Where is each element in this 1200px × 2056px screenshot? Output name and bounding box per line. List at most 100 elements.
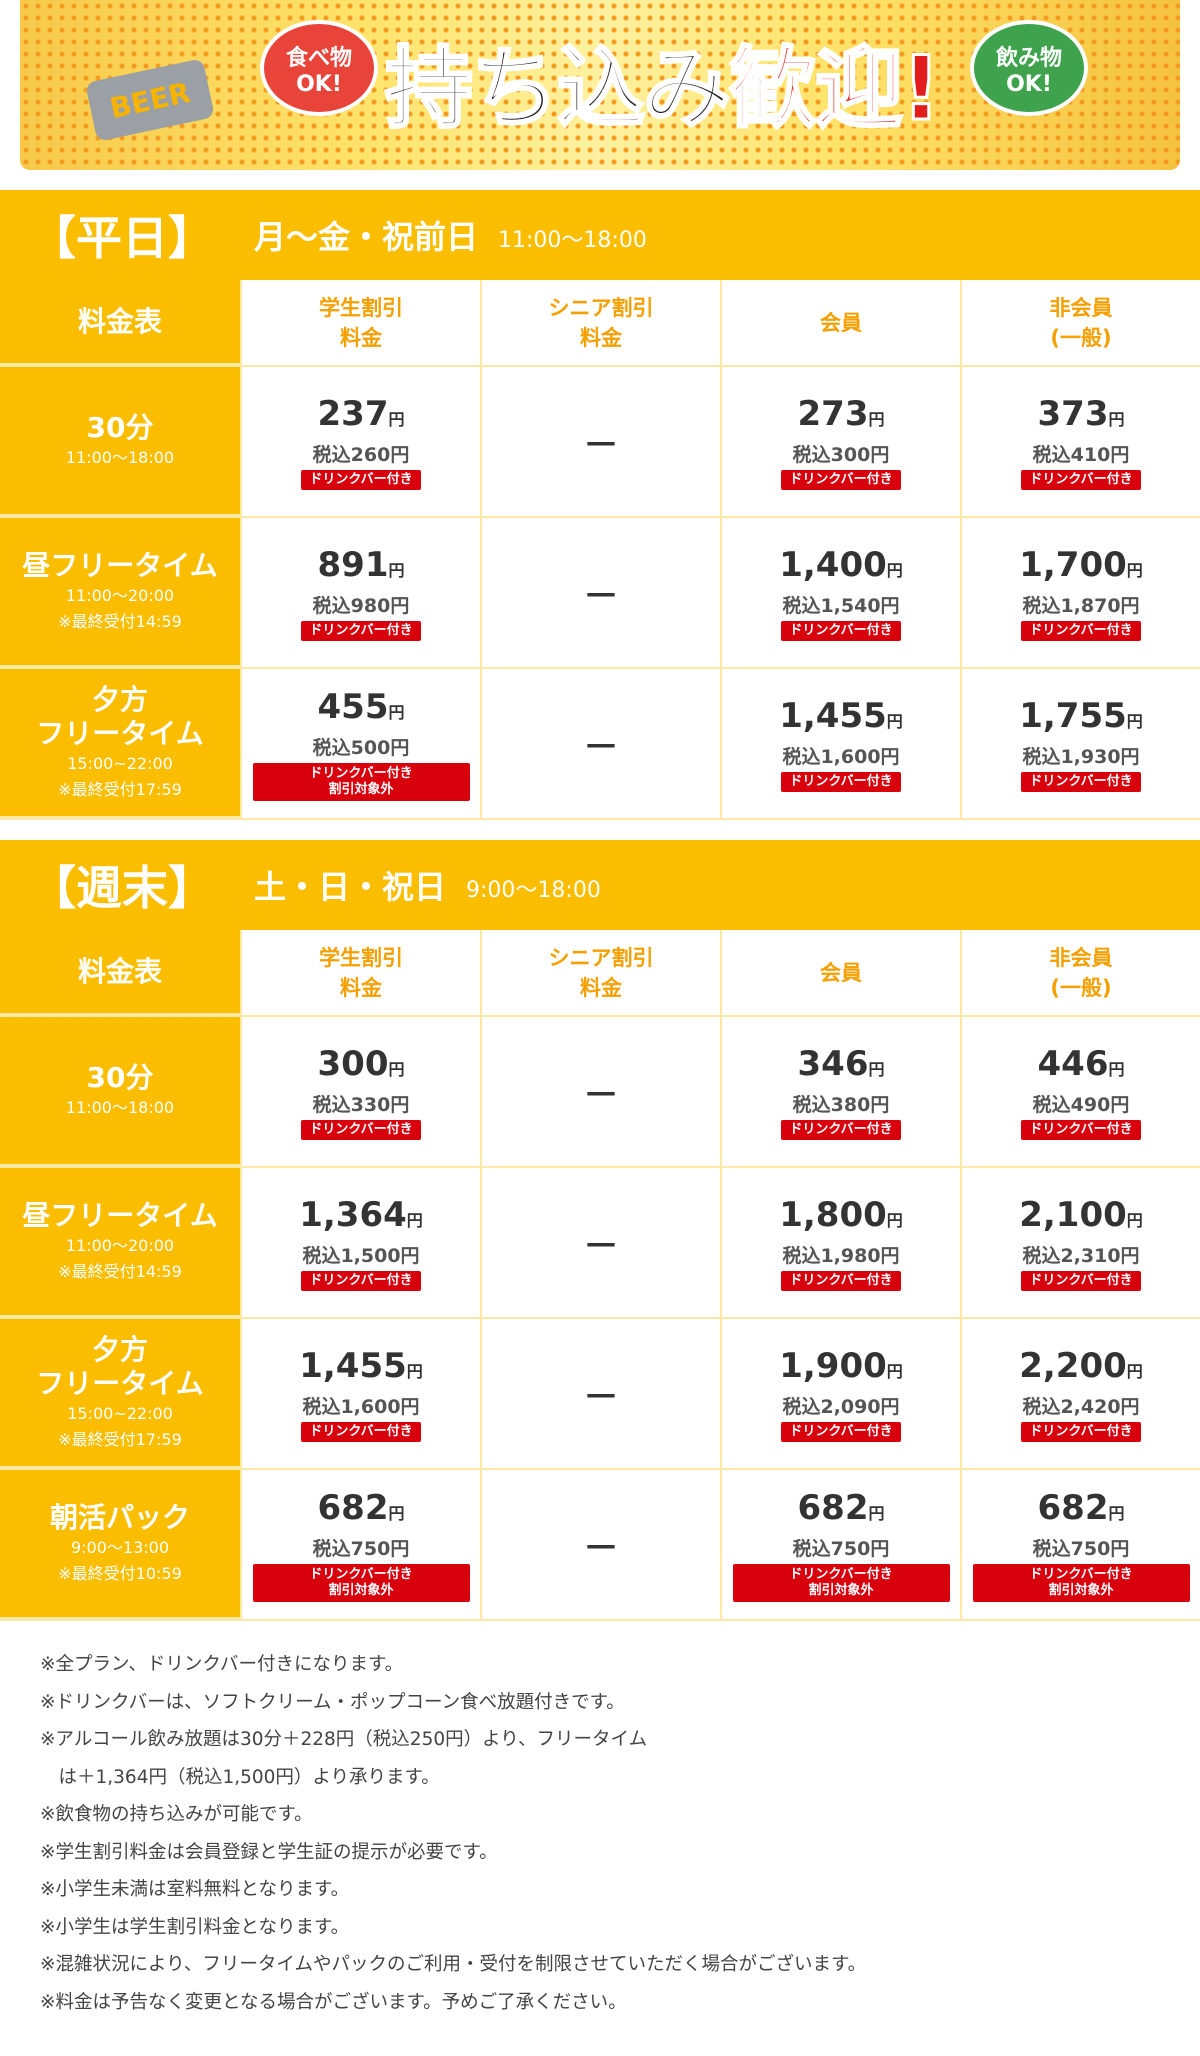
header-row: 料金表 学生割引 料金 シニア割引 料金 会員 非会員 (一般) — [0, 930, 1200, 1017]
price-cell: 346円 税込380円 ドリンクバー付き — [720, 1017, 960, 1166]
plan-name: 朝活パック — [49, 1500, 190, 1534]
bubble-text: 食べ物 — [285, 45, 352, 71]
header-text: シニア割引 — [548, 945, 654, 970]
badge: ドリンクバー付き — [781, 469, 901, 490]
badge-text: ドリンクバー付き — [789, 773, 893, 789]
price-unit: 円 — [1108, 1503, 1125, 1523]
price-number: 373 — [1037, 393, 1109, 434]
price-unit: 円 — [406, 1361, 423, 1381]
note-line: ※混雑状況により、フリータイムやパックのご利用・受付を制限させていただく場合がご… — [40, 1954, 867, 1975]
badge: ドリンクバー付き — [1021, 771, 1141, 792]
badge: ドリンクバー付き — [1021, 469, 1141, 490]
price-unit: 円 — [1108, 409, 1125, 429]
price: 346円 — [798, 1044, 885, 1090]
price-unit: 円 — [886, 711, 903, 731]
tax-price: 税込750円 — [1032, 1537, 1130, 1560]
plan-cell: 朝活パック 9:00～13:00 ※最終受付10:59 — [0, 1470, 240, 1619]
tax-price: 税込1,930円 — [1022, 745, 1140, 768]
plan-cell: 夕方 フリータイム 15:00~22:00 ※最終受付17:59 — [0, 1319, 240, 1468]
badge: ドリンクバー付き 割引対象外 — [972, 1563, 1190, 1602]
plan-time: 9:00～13:00 — [70, 1537, 170, 1557]
tax-price: 税込410円 — [1032, 443, 1130, 466]
section: 【平日】 月～金・祝前日 11:00～18:00 料金表 学生割引 料金 シニア割引 料金 会員… — [0, 190, 1200, 820]
dash: － — [582, 726, 619, 768]
price: 682円 — [1038, 1488, 1125, 1534]
badge: ドリンクバー付き — [781, 771, 901, 792]
tax-price: 税込490円 — [1032, 1093, 1130, 1116]
price-cell: － — [480, 1017, 720, 1166]
badge-text: ドリンクバー付き — [309, 1423, 413, 1439]
badge: ドリンクバー付き — [1021, 1119, 1141, 1140]
price: 273円 — [798, 394, 885, 440]
price: 455円 — [318, 687, 405, 733]
section-label: 【週末】 — [30, 861, 214, 915]
badge: ドリンクバー付き 割引対象外 — [252, 1563, 470, 1602]
note-line: ※小学生未満は室料無料となります。 — [40, 1879, 350, 1900]
badge: ドリンクバー付き — [301, 620, 421, 641]
plan-time: ※最終受付10:59 — [58, 1563, 182, 1583]
tax-price: 税込1,870円 — [1022, 594, 1140, 617]
plan-cell: 昼フリータイム 11:00～20:00 ※最終受付14:59 — [0, 1168, 240, 1317]
price-row: 30分 11:00～18:00 237円 税込260円 ドリンクバー付き－ 273円 税込3… — [0, 367, 1200, 518]
header-text: 料金表 — [77, 304, 162, 338]
note-line: ※ドリンクバーは、ソフトクリーム・ポップコーン食べ放題付きです。 — [40, 1691, 625, 1713]
price-number: 446 — [1037, 1043, 1109, 1084]
badge: ドリンクバー付き — [1021, 1421, 1141, 1442]
badge: ドリンクバー付き — [301, 1119, 421, 1140]
badge-text: ドリンクバー付き — [309, 765, 413, 781]
plan-name: 夕方 — [91, 682, 148, 716]
badge-text: 割引対象外 — [1048, 1582, 1114, 1598]
price-unit: 円 — [868, 409, 885, 429]
badge-text: ドリンクバー付き — [1029, 622, 1133, 638]
price: 682円 — [318, 1488, 405, 1534]
price-unit: 円 — [868, 1503, 885, 1523]
tax-price: 税込2,090円 — [782, 1395, 900, 1418]
header-cell: 料金表 — [0, 280, 240, 365]
price-cell: 1,364円 税込1,500円 ドリンクバー付き — [240, 1168, 480, 1317]
tax-price: 税込2,310円 — [1022, 1244, 1140, 1267]
dash: － — [582, 1376, 619, 1418]
price: 682円 — [798, 1488, 885, 1534]
price-cell: － — [480, 669, 720, 818]
header-text: 学生割引 — [319, 295, 403, 320]
tax-price: 税込1,980円 — [782, 1244, 900, 1267]
header-cell: 学生割引 料金 — [240, 280, 480, 365]
dash: － — [582, 1074, 619, 1116]
header-text: 料金 — [580, 975, 622, 1000]
price: 1,455円 — [779, 696, 903, 742]
section-hours: 9:00～18:00 — [466, 878, 601, 903]
section: 【週末】 土・日・祝日 9:00～18:00 料金表 学生割引 料金 シニア割引 料金 会員 非会… — [0, 840, 1200, 1621]
price-number: 682 — [797, 1487, 869, 1528]
price-number: 1,364 — [299, 1194, 407, 1235]
price-unit: 円 — [1126, 560, 1143, 580]
price-cell: 1,900円 税込2,090円 ドリンクバー付き — [720, 1319, 960, 1468]
tax-price: 税込1,600円 — [782, 745, 900, 768]
price-number: 2,100 — [1019, 1194, 1127, 1235]
price-number: 682 — [1037, 1487, 1109, 1528]
header-text: (一般) — [1050, 325, 1112, 350]
price: 891円 — [318, 545, 405, 591]
price-number: 1,455 — [779, 695, 887, 736]
plan-time: ※最終受付14:59 — [58, 1261, 182, 1281]
header-cell: 学生割引 料金 — [240, 930, 480, 1015]
banner: BEER 食べ物 OK! 持ち込み歓迎! 飲み物 OK! — [20, 0, 1180, 170]
badge: ドリンクバー付き — [781, 1270, 901, 1291]
header-text: 料金 — [340, 975, 382, 1000]
header-cell: 非会員 (一般) — [960, 930, 1200, 1015]
badge-text: ドリンクバー付き — [1029, 1566, 1133, 1582]
price: 1,800円 — [779, 1195, 903, 1241]
price-row: 夕方 フリータイム 15:00~22:00 ※最終受付17:59 455円 税込500円ド… — [0, 669, 1200, 820]
header-row: 料金表 学生割引 料金 シニア割引 料金 会員 非会員 (一般) — [0, 280, 1200, 367]
price: 373円 — [1038, 394, 1125, 440]
header-text: 非会員 — [1049, 295, 1113, 320]
badge-text: ドリンクバー付き — [1029, 1121, 1133, 1137]
price-number: 273 — [797, 393, 869, 434]
badge-text: ドリンクバー付き — [309, 1272, 413, 1288]
plan-cell: 昼フリータイム 11:00～20:00 ※最終受付14:59 — [0, 518, 240, 667]
note-line: ※全プラン、ドリンクバー付きになります。 — [40, 1654, 404, 1675]
price-number: 1,400 — [779, 544, 887, 585]
price-number: 2,200 — [1019, 1345, 1127, 1386]
plan-time: ※最終受付17:59 — [58, 1429, 182, 1449]
plan-time: 15:00~22:00 — [67, 1403, 173, 1423]
